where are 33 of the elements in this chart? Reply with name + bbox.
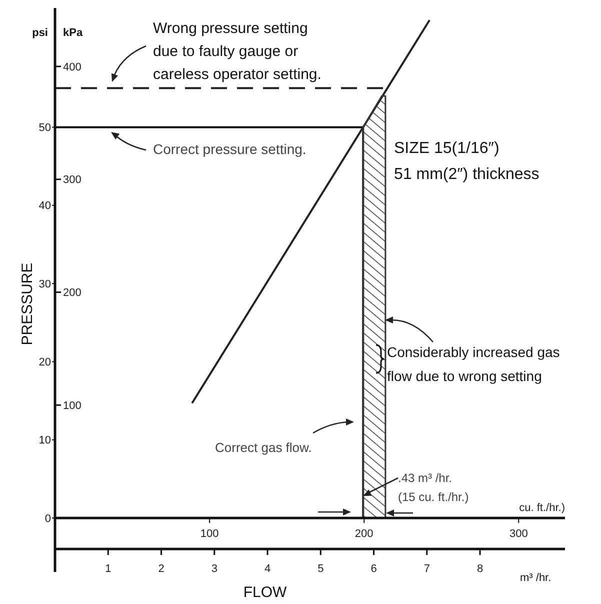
x-tick-label: 7 [424, 563, 430, 575]
annotation: Correct pressure setting. [153, 141, 306, 157]
y2-tick-label: 100 [63, 400, 82, 412]
text: psi [32, 27, 48, 39]
y-axis-title: PRESSURE [19, 262, 36, 346]
x-tick-label: 3 [211, 563, 218, 575]
text: m³ /hr. [520, 572, 552, 584]
y-tick-label: 30 [38, 278, 51, 290]
y2-tick-label: 200 [63, 287, 82, 300]
y2-tick-label: 300 [63, 174, 82, 186]
y2-axis-title: kPa [63, 27, 84, 39]
x-tick-label: 6 [370, 563, 377, 575]
x-tick-label: 5 [318, 563, 324, 575]
x2-tick-label: 300 [509, 528, 528, 540]
x2-axis-title: cu. ft./hr.) [519, 502, 565, 514]
x-axis-title: FLOW [243, 584, 288, 601]
annotation: Considerably increased gas flow due to wrong setting [387, 344, 560, 384]
y-tick-label: 40 [38, 200, 51, 212]
x2-tick-label: 100 [200, 528, 219, 540]
annotation: Correct gas flow. [215, 440, 312, 455]
annotation: SIZE 15(1/16″) 51 mm(2″) thickness [394, 140, 540, 183]
y-tick-label: 50 [38, 122, 51, 134]
x-tick-label: 1 [105, 563, 112, 575]
x-tick-label: 4 [264, 563, 271, 575]
y-tick-label: 10 [38, 434, 51, 447]
x2-tick-label: 200 [354, 528, 374, 540]
x-tick-label: 8 [476, 563, 484, 575]
annotation: .43 m³ /hr. (15 cu. ft./hr.) [398, 471, 469, 504]
y-tick-label: 0 [44, 512, 51, 525]
x-tick-label: 2 [158, 563, 164, 575]
y-tick-label: 20 [38, 356, 51, 369]
annotation: Wrong pressure setting due to faulty gauge or careless operator setting. [153, 20, 322, 83]
y2-tick-label: 400 [63, 61, 82, 74]
